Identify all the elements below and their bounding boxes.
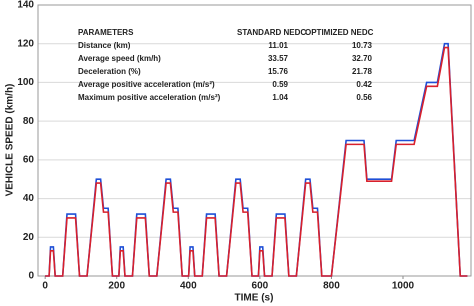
y-tick-label: 80	[23, 116, 35, 127]
table-header: OPTIMIZED NEDC	[305, 28, 374, 37]
y-tick-label: 40	[23, 193, 35, 204]
y-tick-label: 100	[17, 77, 34, 88]
x-tick-label: 800	[323, 281, 340, 292]
series-line	[45, 46, 468, 277]
x-axis-label: TIME (s)	[235, 293, 274, 304]
table-param: Distance (km)	[78, 41, 131, 50]
table-value: 11.01	[268, 41, 288, 50]
y-tick-label: 20	[23, 232, 35, 243]
x-tick-label: 0	[42, 281, 48, 292]
table-param: Deceleration (%)	[78, 67, 141, 76]
table-header: PARAMETERS	[78, 28, 134, 37]
table-value: 33.57	[268, 54, 289, 63]
table-header: STANDARD NEDC	[237, 28, 306, 37]
y-tick-label: 0	[28, 271, 34, 282]
table-value: 32.70	[352, 54, 373, 63]
y-tick-label: 140	[17, 0, 34, 11]
x-tick-label: 200	[108, 281, 125, 292]
table-value: 0.42	[356, 80, 372, 89]
y-axis-label: VEHICLE SPEED (km/h)	[5, 84, 16, 197]
table-value: 15.76	[268, 67, 289, 76]
table-value: 0.56	[356, 93, 372, 102]
table-param: Average positive acceleration (m/s²)	[78, 80, 215, 89]
y-tick-label: 120	[17, 38, 34, 49]
x-tick-label: 400	[180, 281, 197, 292]
table-param: Maximum positive acceleration (m/s²)	[78, 93, 221, 102]
table-value: 0.59	[272, 80, 288, 89]
table-value: 10.73	[352, 41, 373, 50]
table-value: 1.04	[272, 93, 288, 102]
y-tick-label: 60	[23, 154, 35, 165]
table-param: Average speed (km/h)	[78, 54, 161, 63]
x-tick-label: 600	[252, 281, 269, 292]
x-tick-label: 1000	[392, 281, 415, 292]
table-value: 21.78	[352, 67, 373, 76]
